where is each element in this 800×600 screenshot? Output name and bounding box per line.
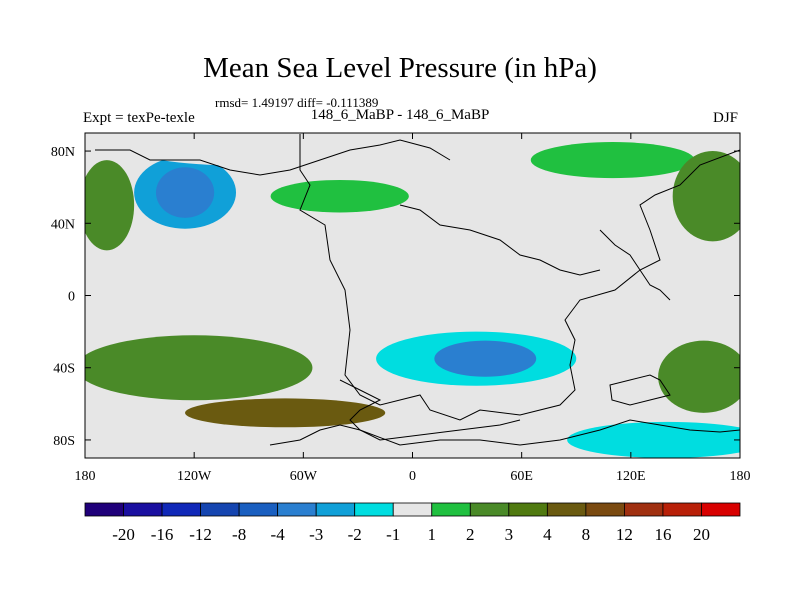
colorbar-swatch bbox=[392, 502, 433, 517]
region-west-pacific-positive bbox=[85, 160, 135, 251]
colorbar-label: 3 bbox=[505, 525, 514, 544]
y-tick-label: 0 bbox=[68, 290, 75, 305]
colorbar-label: 16 bbox=[654, 525, 671, 544]
region-south-pacific-positive bbox=[85, 335, 313, 401]
coastline-east bbox=[599, 229, 671, 301]
colorbar-label: 8 bbox=[582, 525, 591, 544]
coastline-africa-europe bbox=[299, 134, 740, 421]
colorbar-swatch bbox=[662, 502, 702, 517]
colorbar-label: 20 bbox=[693, 525, 710, 544]
colorbar-swatch bbox=[508, 502, 548, 517]
coastline-antarctica bbox=[269, 419, 740, 446]
y-tick-label: 40S bbox=[53, 362, 75, 377]
x-tick-label: 180 bbox=[75, 469, 96, 484]
region-southeast-positive bbox=[658, 340, 740, 413]
colorbar-swatch bbox=[161, 502, 201, 517]
region-siberia-positive bbox=[672, 151, 740, 242]
region-south-ocean-positive bbox=[185, 398, 386, 428]
coastline-north bbox=[95, 139, 451, 176]
colorbar-swatch bbox=[431, 502, 471, 517]
x-tick-label: 60W bbox=[290, 469, 318, 484]
region-antarctic-negative-west bbox=[85, 429, 322, 458]
colorbar-swatch bbox=[624, 502, 664, 517]
coastline-australia bbox=[609, 374, 671, 406]
colorbar-label: -2 bbox=[348, 525, 362, 544]
experiment-label: Expt = texPe-texle bbox=[83, 110, 195, 126]
colorbar-label: 1 bbox=[428, 525, 437, 544]
region-central-negative bbox=[430, 187, 631, 314]
comparison-label: 148_6_MaBP - 148_6_MaBP bbox=[310, 107, 490, 123]
coastlines bbox=[95, 134, 740, 446]
colorbar-label: -1 bbox=[386, 525, 400, 544]
region-north-atlantic-positive bbox=[270, 179, 409, 213]
colorbar-label: -8 bbox=[232, 525, 246, 544]
y-axis: 80N 40N 0 40S 80S bbox=[51, 145, 740, 449]
x-tick-label: 120W bbox=[177, 469, 212, 484]
colorbar-label: 12 bbox=[616, 525, 633, 544]
colorbar-label: -16 bbox=[151, 525, 174, 544]
colorbar-label: 2 bbox=[466, 525, 475, 544]
y-tick-label: 40N bbox=[51, 217, 75, 232]
stats-label: rmsd= 1.49197 diff= -0.111389 bbox=[215, 95, 379, 110]
colorbar-swatch bbox=[277, 502, 317, 517]
colorbar-swatch bbox=[238, 502, 279, 517]
colorbar-label: -20 bbox=[112, 525, 135, 544]
colorbar-swatch bbox=[354, 502, 394, 517]
colorbar: -20 -16 -12 -8 -4 -3 -2 -1 1 2 3 4 8 12 16 20 bbox=[84, 502, 741, 544]
colorbar-swatch bbox=[546, 502, 587, 517]
colorbar-swatch bbox=[701, 502, 741, 517]
x-tick-label: 120E bbox=[616, 469, 646, 484]
colorbar-label: 4 bbox=[543, 525, 552, 544]
season-label: DJF bbox=[712, 110, 738, 126]
x-tick-label: 180 bbox=[730, 469, 751, 484]
colorbar-swatch bbox=[315, 502, 356, 517]
colorbar-swatch bbox=[469, 502, 510, 517]
colorbar-swatch bbox=[84, 502, 124, 517]
x-axis: 180 120W 60W 0 60E 120E 180 bbox=[75, 133, 751, 484]
region-arctic-negative bbox=[130, 133, 349, 166]
y-tick-label: 80N bbox=[51, 145, 75, 160]
colorbar-swatch bbox=[585, 502, 625, 517]
colorbar-label: -4 bbox=[271, 525, 286, 544]
region-arctic-positive-east bbox=[530, 142, 695, 179]
coastline-mediterranean bbox=[399, 204, 601, 276]
region-north-pacific-low-core bbox=[155, 167, 215, 218]
region-southern-low-core bbox=[434, 340, 537, 377]
y-tick-label: 80S bbox=[53, 434, 75, 449]
colorbar-label: -3 bbox=[309, 525, 323, 544]
colorbar-label: -12 bbox=[189, 525, 212, 544]
x-tick-label: 0 bbox=[409, 469, 416, 484]
x-tick-label: 60E bbox=[510, 469, 533, 484]
contour-field bbox=[85, 133, 740, 458]
colorbar-swatch bbox=[200, 502, 240, 517]
chart-title: Mean Sea Level Pressure (in hPa) bbox=[203, 52, 597, 84]
colorbar-swatch bbox=[123, 502, 163, 517]
